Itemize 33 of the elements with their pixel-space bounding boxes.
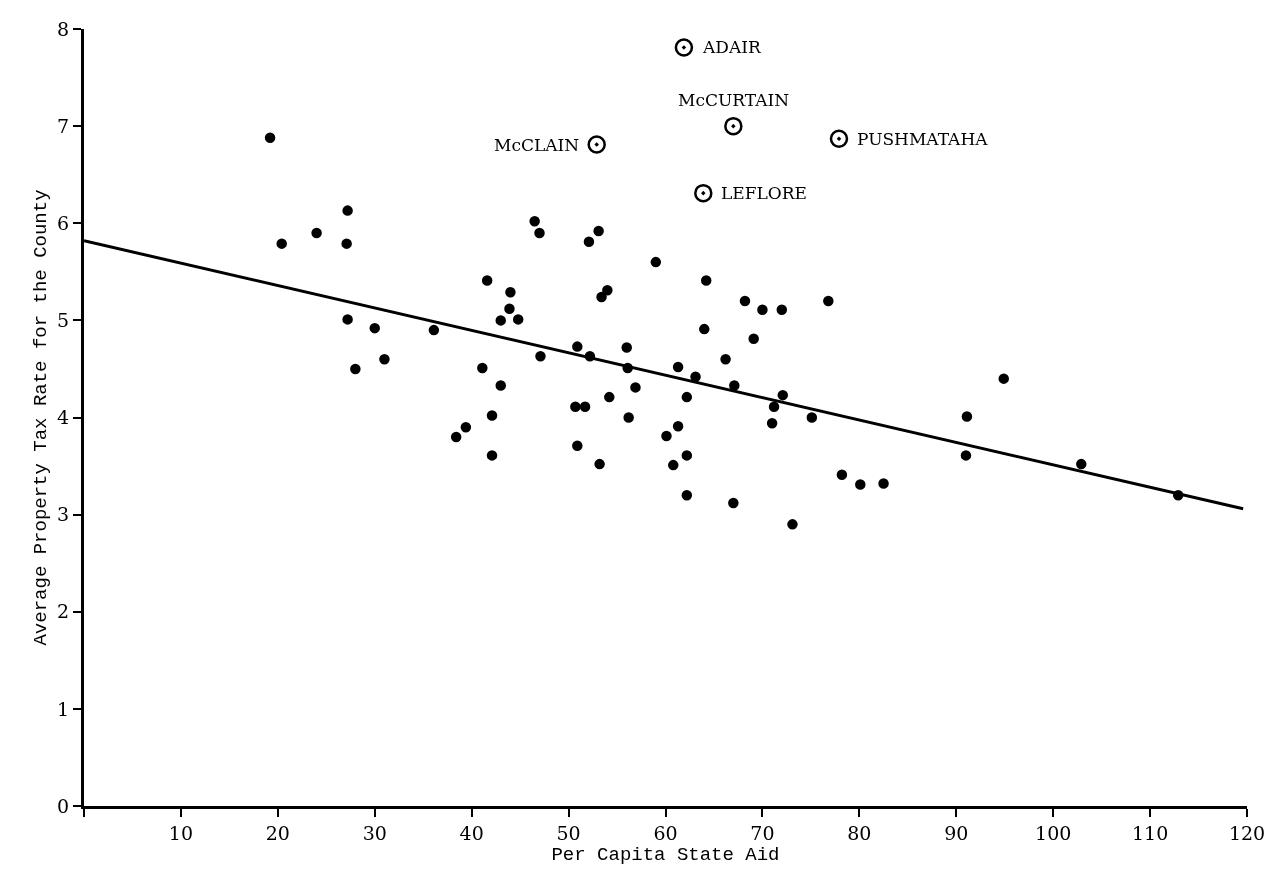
y-tick-label: 0 xyxy=(57,794,70,817)
y-tick-label: 7 xyxy=(57,114,70,137)
x-tick-label: 40 xyxy=(459,821,484,844)
x-tick-label: 70 xyxy=(750,821,775,844)
x-tick-label: 60 xyxy=(653,821,678,844)
annotation: McCLAIN xyxy=(494,135,580,155)
y-tick-label: 8 xyxy=(57,17,70,40)
annotation: McCURTAIN xyxy=(678,90,790,110)
y-tick-label: 1 xyxy=(57,697,70,720)
x-tick-label: 20 xyxy=(265,821,290,844)
point xyxy=(724,116,743,136)
x-tick-label: 120 xyxy=(1228,821,1266,844)
annotation: PUSHMATAHA xyxy=(857,129,989,149)
x-tick-label: 30 xyxy=(362,821,387,844)
x-tick-label: 110 xyxy=(1131,821,1169,844)
annotation: LEFLORE xyxy=(721,183,807,203)
y-tick-label: 6 xyxy=(57,211,70,234)
y-tick-label: 4 xyxy=(57,406,70,429)
point xyxy=(587,135,606,154)
point xyxy=(674,38,694,57)
x-tick-label: 10 xyxy=(168,821,194,844)
y-tick-label: 3 xyxy=(57,503,70,526)
point xyxy=(829,129,849,148)
x-tick-label: 90 xyxy=(944,821,969,844)
x-tick-label: 50 xyxy=(556,821,581,844)
annotation: ADAIR xyxy=(702,37,762,57)
x-tick-label: 80 xyxy=(847,821,872,844)
y-axis-title: Average Property Tax Rate for the County xyxy=(29,189,52,646)
y-tick-label: 2 xyxy=(57,600,70,623)
y-tick-label: 5 xyxy=(57,309,70,332)
point xyxy=(694,183,713,203)
x-tick-label: 100 xyxy=(1035,821,1072,844)
x-axis-title: Per Capita State Aid xyxy=(551,843,780,866)
